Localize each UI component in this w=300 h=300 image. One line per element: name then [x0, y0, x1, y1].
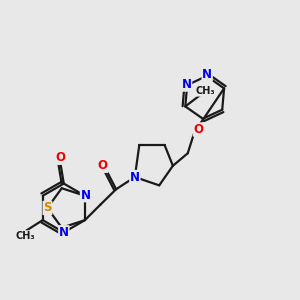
Text: CH₃: CH₃: [16, 231, 36, 241]
Text: N: N: [130, 170, 140, 184]
Text: N: N: [80, 189, 91, 202]
Text: S: S: [43, 202, 52, 214]
Text: N: N: [59, 226, 69, 239]
Text: N: N: [182, 78, 192, 91]
Text: O: O: [194, 123, 203, 136]
Text: O: O: [55, 151, 65, 164]
Text: N: N: [202, 68, 212, 81]
Text: CH₃: CH₃: [195, 86, 215, 96]
Text: O: O: [98, 159, 108, 172]
